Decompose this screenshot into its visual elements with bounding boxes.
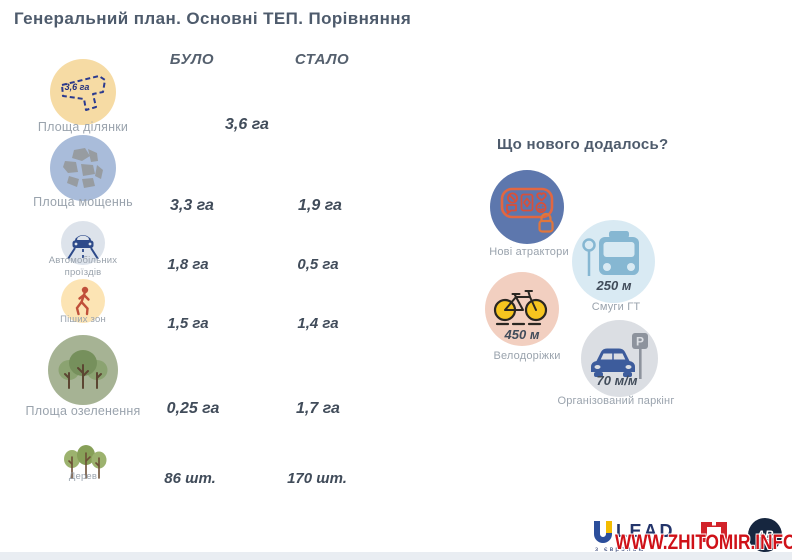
addition-label-bike: Велодоріжки xyxy=(493,350,561,362)
transit-lanes-icon: 250 м xyxy=(572,220,655,303)
attractions-panel-icon xyxy=(500,187,554,233)
row-value-pedestrian-after: 1,4 га xyxy=(297,315,339,332)
row-label-trees: Дерев xyxy=(68,471,98,482)
row-value-car-before: 1,8 га xyxy=(167,256,209,273)
row-value-greening-after: 1,7 га xyxy=(296,400,340,417)
ulead-wordmark: LEAD xyxy=(616,521,675,541)
addition-label-transit: Смуги ГТ xyxy=(591,301,641,313)
column-header-after: СТАЛО xyxy=(294,51,350,68)
walking-person-icon xyxy=(75,286,90,316)
gate-emblem-icon xyxy=(701,522,727,542)
car-parking-sign-icon: P xyxy=(591,333,648,379)
bicycle-icon xyxy=(493,290,548,326)
attractors-icon xyxy=(490,170,564,244)
row-label-greening: Площа озеленення xyxy=(25,404,141,418)
row-label-car-passages-line1: Автомобільних xyxy=(48,255,118,266)
column-header-before: БУЛО xyxy=(169,51,215,68)
ulead-u-glyph-icon xyxy=(594,521,612,543)
bottom-strip xyxy=(0,552,792,560)
row-value-plot-area: 3,6 га xyxy=(225,116,269,133)
red-gate-emblem-icon xyxy=(700,522,728,542)
additions-heading: Що нового додалось? xyxy=(497,136,669,153)
city-logo-badge: АВ xyxy=(748,518,782,552)
row-value-car-after: 0,5 га xyxy=(297,256,339,273)
svg-text:P: P xyxy=(636,335,644,349)
row-value-trees-before: 86 шт. xyxy=(164,470,216,487)
cobblestone-icon xyxy=(63,148,103,188)
greening-icon xyxy=(48,335,118,405)
car-passages-icon xyxy=(61,221,105,265)
parking-icon: P 70 м/м xyxy=(581,320,658,397)
addition-label-parking: Організований паркінг xyxy=(557,395,675,407)
plot-area-icon: 3,6 га xyxy=(50,59,116,125)
row-value-trees-after: 170 шт. xyxy=(287,470,347,487)
pedestrian-zones-icon xyxy=(61,279,105,323)
small-trees-icon xyxy=(64,445,107,479)
row-value-greening-before: 0,25 га xyxy=(166,400,220,417)
plot-area-icon-label: 3,6 га xyxy=(64,82,90,92)
plot-outline-icon xyxy=(61,75,106,111)
bus-icon xyxy=(582,231,639,276)
row-label-pedestrian: Піших зон xyxy=(60,314,106,325)
watermark-text: WWW.ZHITOMIR.INFO xyxy=(615,531,792,554)
row-value-paving-after: 1,9 га xyxy=(298,197,342,214)
page-title: Генеральний план. Основні ТЕП. Порівнянн… xyxy=(14,9,412,28)
row-label-plot-area: Площа ділянки xyxy=(37,120,129,134)
row-label-car-passages: Автомобільних проїздів xyxy=(33,255,133,278)
trees-count-icon xyxy=(62,444,108,480)
row-value-pedestrian-before: 1,5 га xyxy=(167,315,209,332)
parking-value: 70 м/м xyxy=(596,373,638,388)
car-road-icon xyxy=(67,235,99,261)
transit-lanes-value: 250 м xyxy=(596,278,632,293)
addition-label-attractors: Нові атрактори xyxy=(489,246,569,258)
bike-paths-icon: 450 м xyxy=(485,272,559,346)
paving-icon xyxy=(50,135,116,201)
row-label-car-passages-line2: проїздів xyxy=(64,266,102,278)
row-label-paving: Площа мощеннь xyxy=(33,195,133,209)
bike-paths-value: 450 м xyxy=(504,327,540,342)
row-value-paving-before: 3,3 га xyxy=(170,197,214,214)
trees-icon xyxy=(58,350,108,389)
ulead-u-icon xyxy=(593,520,613,544)
ulead-subtitle: з європою xyxy=(595,546,646,553)
